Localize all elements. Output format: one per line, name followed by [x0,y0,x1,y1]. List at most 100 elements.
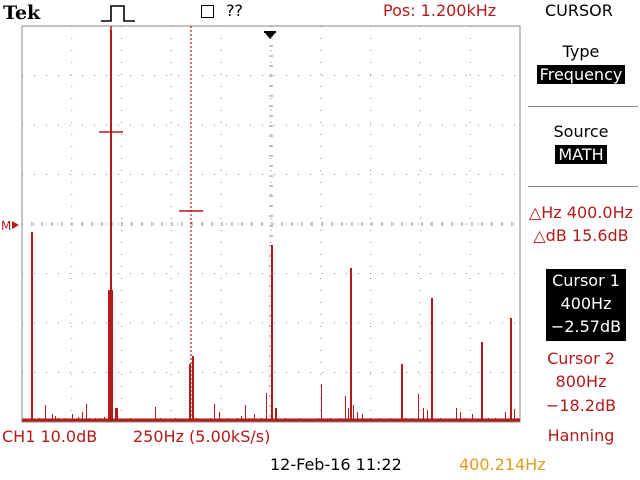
brand-logo: Tek [3,2,41,24]
spectral-peak [249,418,250,420]
source-value: MATH [555,145,607,164]
spectral-peak [52,414,53,420]
spectral-peak [78,417,79,420]
spectral-peak [353,405,354,420]
source-button[interactable]: MATH [526,145,636,164]
math-marker-arrow-icon [12,221,19,229]
spectral-peak [412,418,413,420]
delta-frequency-readout: △Hz 400.0Hz [528,203,634,222]
spectral-peak [261,418,262,420]
spectral-peak [440,418,441,420]
spectral-peak [285,418,286,420]
spectral-peak [275,408,277,420]
spectral-peak [241,416,242,420]
delta-level-readout: △dB 15.6dB [533,226,629,245]
menu-divider [528,106,638,107]
cursor1-frequency: 400Hz [560,294,612,313]
spectral-peak [330,418,331,420]
spectral-peak [82,412,83,420]
spectral-peak [65,418,66,420]
spectral-peak [357,412,358,420]
spectral-peak [104,417,105,420]
date-time: 12-Feb-16 11:22 [270,455,402,474]
spectral-peak [245,405,246,420]
spectral-peak [31,232,33,420]
spectral-peak [488,418,489,420]
spectral-peak [95,418,96,420]
spectral-peak [55,416,56,420]
acquisition-status: ?? [226,1,243,20]
spectral-peak [456,408,457,420]
spectral-peak [254,414,255,420]
spectral-peak [58,418,59,420]
spectral-peak [380,418,381,420]
spectral-peak [271,245,273,420]
spectral-peak [89,418,90,420]
timebase-readout: 250Hz (5.00kS/s) [133,427,271,446]
fft-window-label: Hanning [547,426,615,445]
spectral-peak [100,418,101,420]
acquisition-stop-icon [201,5,214,18]
cursor1-button[interactable]: Cursor 1 400Hz −2.57dB [545,268,627,342]
math-marker-label: M [1,219,11,233]
spectral-peak [210,418,211,420]
spectral-peak [340,418,341,420]
spectral-peak [370,418,371,420]
spectral-peak [345,396,346,420]
spectral-peak [160,418,161,420]
spectral-peak [300,418,301,420]
spectral-peak [505,412,506,420]
spectral-peak [390,418,391,420]
spectral-peak [175,418,176,420]
menu-title: CURSOR [545,1,613,20]
cursor-lines [99,26,203,422]
type-value: Frequency [536,65,626,84]
spectral-peak [266,393,267,420]
spectral-peak [418,394,419,420]
spectral-peak [214,404,215,420]
spectral-peak [350,268,352,420]
spectral-peak [45,405,46,420]
spectral-peak [514,409,515,420]
type-label: Type [562,42,600,61]
source-label: Source [553,122,609,141]
spectral-peak [517,418,518,420]
menu-divider [528,186,638,187]
spectral-peak [318,418,319,420]
spectral-peak [427,410,428,420]
horizontal-position: Pos: 1.200kHz [383,1,497,20]
cursor2-label[interactable]: Cursor 2 [547,349,615,368]
spectral-peak [86,404,87,420]
spectral-peak [72,414,73,420]
cursor1-level: −2.57dB [550,317,622,336]
spectral-peak [348,408,349,420]
spectral-peak [115,408,118,420]
spectral-peak [130,418,131,420]
spectral-peak [321,384,322,420]
cursor1-label: Cursor 1 [552,271,620,290]
channel-scale: CH1 10.0dB [2,427,98,446]
spectrum-display: M [1,25,521,423]
cursor2-level: −18.2dB [545,396,617,415]
spectral-peak [510,318,512,420]
type-button[interactable]: Frequency [526,65,636,84]
spectral-peak [472,414,473,420]
spectral-peak [423,408,424,420]
spectral-peak [401,364,403,420]
fft-trace [22,30,520,422]
spectral-peak [465,418,466,420]
spectral-peak [39,418,40,420]
trigger-position-arrow-icon [264,31,276,39]
cursor2-frequency: 800Hz [555,372,607,391]
spectral-peak [228,418,229,420]
spectral-peak [431,298,433,420]
pulse-trigger-icon [101,5,135,22]
spectral-peak [192,356,194,420]
spectral-peak [495,418,496,420]
trigger-frequency: 400.214Hz [459,455,546,474]
spectral-peak [219,412,220,420]
spectral-peak [155,407,156,420]
spectral-peak [362,414,363,420]
spectral-peak [460,412,461,420]
spectral-peak [481,342,483,420]
